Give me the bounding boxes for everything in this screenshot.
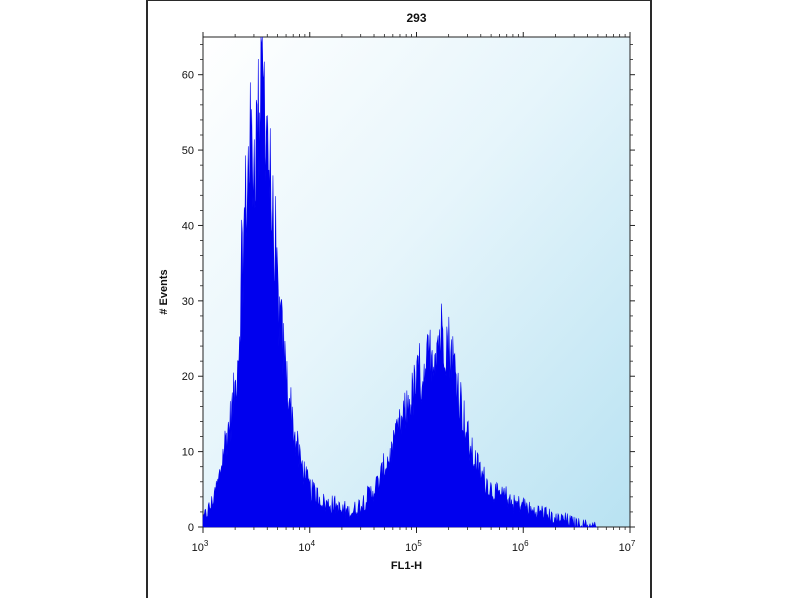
- y-axis-label: # Events: [158, 269, 170, 314]
- x-tick-label: 103: [192, 539, 209, 554]
- labels-layer: 0 10 20 30 40 50 60 103 104 105 106 107: [182, 70, 636, 554]
- x-tick-label: 106: [512, 539, 529, 554]
- y-tick-label: 50: [182, 145, 194, 157]
- x-tick-label: 105: [405, 539, 422, 554]
- x-tick-label: 107: [619, 539, 636, 554]
- x-axis-label: FL1-H: [391, 560, 422, 572]
- y-tick-label: 40: [182, 220, 194, 232]
- histogram-layer: [202, 36, 598, 528]
- ticks-layer: [198, 32, 635, 533]
- chart-title: 293: [406, 11, 426, 25]
- x-tick-label: 104: [298, 539, 315, 554]
- histogram-series: [202, 36, 598, 528]
- y-tick-label: 30: [182, 296, 194, 308]
- figure-frame: [146, 0, 652, 598]
- y-tick-label: 20: [182, 371, 194, 383]
- y-tick-label: 10: [182, 447, 194, 459]
- y-tick-label: 0: [188, 522, 194, 534]
- y-tick-label: 60: [182, 70, 194, 82]
